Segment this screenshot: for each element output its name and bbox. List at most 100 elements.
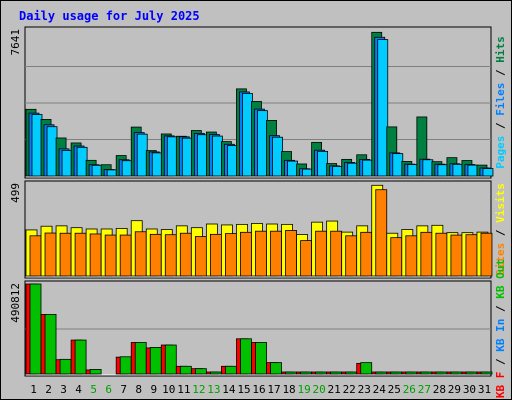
bar-pages [242,93,253,177]
x-tick-label: 18 [282,383,295,396]
bar-kb-out [360,362,373,375]
bar-pages [31,114,43,177]
bar-pages [287,160,298,177]
bar-kb-out [390,371,403,375]
bar-kb-out [270,362,282,375]
x-tick-label: 19 [297,383,310,396]
bar-pages [76,146,88,177]
x-tick-label: 14 [222,383,236,396]
x-tick-label: 26 [403,383,416,396]
bar-sites [59,232,72,277]
bar-pages [422,159,434,177]
bar-kb-out [179,365,192,375]
x-tick-label: 31 [478,383,491,396]
bar-pages [332,166,344,177]
bar-pages [61,149,73,177]
x-tick-label: 17 [267,383,280,396]
bar-kb-out [330,371,343,375]
bar-sites [119,234,132,277]
bar-kb-out [255,342,267,375]
legend-entry: / [494,116,507,136]
bar-pages [347,162,359,177]
bar-sites [435,232,448,277]
x-tick-label: 10 [162,383,175,396]
bar-sites [240,231,252,277]
bar-sites [405,235,418,277]
bar-kb-out [164,344,177,375]
legend-entry: Pages [494,136,507,169]
bar-kb-out [119,356,132,375]
bar-kb-out [149,347,162,375]
bar-kb-out [29,283,42,375]
bar-pages [407,164,419,177]
x-tick-label: 21 [328,383,341,396]
bar-kb-out [59,358,72,375]
bar-kb-out [209,371,222,375]
bar-pages [151,152,163,177]
bar-pages [362,159,374,177]
bar-sites [134,231,147,277]
bar-sites [465,234,478,277]
bar-pages [166,136,178,177]
bar-kb-out [74,339,87,375]
x-tick-label: 11 [177,383,190,396]
bar-pages [272,136,283,177]
bar-pages [437,164,449,177]
bar-pages [91,164,103,177]
bar-kb-out [285,371,297,375]
legend-entry: / [494,63,507,83]
x-tick-label: 4 [75,383,82,396]
bar-sites [390,237,403,277]
series-legend: KB F / KB In / KB Out [494,259,507,398]
bar-sites [44,232,57,277]
bar-pages [227,145,238,177]
x-tick-label: 6 [105,383,112,396]
bar-kb-out [480,371,493,375]
y-max-label: 490812 [9,283,22,323]
bar-sites [149,233,162,277]
x-tick-label: 8 [135,383,142,396]
bar-pages [121,160,133,177]
bar-sites [285,230,297,277]
bar-sites [209,233,222,277]
bar-sites [300,240,312,277]
x-tick-label: 3 [60,383,67,396]
chart-title: Daily usage for July 2025 [19,9,200,23]
bar-sites [480,232,493,277]
x-tick-label: 25 [388,383,401,396]
bar-kb-out [435,371,448,375]
bar-kb-out [450,371,463,375]
bar-pages [452,163,464,177]
x-tick-label: 20 [313,383,326,396]
bar-sites [225,233,237,277]
bar-kb-out [89,369,102,375]
bar-kb-out [300,371,312,375]
bar-kb-out [345,371,358,375]
x-tick-label: 15 [237,383,250,396]
panel-hits-files-pages: 7641 Pages / Files / Hits [9,26,507,179]
x-tick-label: 24 [373,383,387,396]
panel-kbin-kbout-kbf: 490812 KB F / KB In / KB Out [9,259,507,398]
bar-sites [179,232,192,277]
x-tick-label: 30 [463,383,476,396]
bar-pages [46,126,58,177]
bar-pages [377,39,389,177]
bar-sites [315,230,328,277]
bar-pages [482,168,494,177]
bar-sites [270,230,282,277]
bar-kb-out [225,365,237,375]
bar-sites [450,234,463,277]
legend-entry: KB In [494,319,507,352]
bar-kb-out [315,371,328,375]
bar-sites [164,234,177,277]
bar-kb-out [405,371,418,375]
y-max-label: 499 [9,183,22,203]
y-max-label: 7641 [9,29,22,56]
x-tick-label: 13 [207,383,220,396]
bar-sites [360,231,373,277]
bar-sites [74,232,87,277]
bar-pages [211,135,223,177]
